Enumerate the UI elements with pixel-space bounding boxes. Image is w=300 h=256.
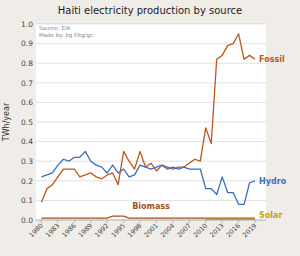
series-label: Biomass xyxy=(132,202,170,211)
series-line xyxy=(41,151,255,204)
x-tick xyxy=(74,220,75,223)
y-tick-label: 0.1 xyxy=(21,196,33,205)
series-line xyxy=(41,34,255,203)
x-tick xyxy=(90,220,91,223)
x-tick xyxy=(156,220,157,223)
x-tick xyxy=(140,220,141,223)
y-tick-label: 0.5 xyxy=(21,118,33,127)
x-tick xyxy=(205,220,206,223)
x-tick xyxy=(189,220,190,223)
x-tick-label: 2013 xyxy=(208,222,225,239)
x-tick-label: 1992 xyxy=(93,222,110,239)
x-tick xyxy=(41,220,42,223)
x-tick-label: 2019 xyxy=(241,222,258,239)
x-tick xyxy=(123,220,124,223)
y-axis-label: TWh/year xyxy=(2,102,11,142)
series-label: Fossil xyxy=(259,55,285,64)
grid-line xyxy=(36,220,266,221)
y-tick-label: 0.8 xyxy=(21,59,33,68)
grid-line xyxy=(36,63,266,64)
chart: Haiti electricity production by source TW… xyxy=(0,0,300,256)
x-tick-label: 2016 xyxy=(225,222,242,239)
y-tick-label: 0.2 xyxy=(21,177,33,186)
y-tick-label: 0.3 xyxy=(21,157,33,166)
plot-area xyxy=(36,24,266,220)
y-tick-label: 0.7 xyxy=(21,79,33,88)
y-tick-label: 0.4 xyxy=(21,137,33,146)
x-tick-label: 2010 xyxy=(192,222,209,239)
grid-line xyxy=(36,161,266,162)
x-tick xyxy=(222,220,223,223)
y-tick-label: 0.0 xyxy=(21,216,33,225)
y-tick-label: 0.9 xyxy=(21,39,33,48)
x-tick xyxy=(238,220,239,223)
series-line xyxy=(41,216,255,218)
x-tick-label: 1989 xyxy=(77,222,94,239)
x-tick-label: 2004 xyxy=(159,222,176,239)
x-tick-label: 2001 xyxy=(143,222,160,239)
x-tick xyxy=(57,220,58,223)
x-tick-label: 1998 xyxy=(126,222,143,239)
grid-line xyxy=(36,122,266,123)
lines xyxy=(41,34,255,220)
x-tick-label: 1983 xyxy=(44,222,61,239)
grid-line xyxy=(36,180,266,181)
grid-line xyxy=(36,102,266,103)
annotation: Source: EIAMade by: kg f/kg/gc xyxy=(39,25,93,39)
series-label: Solar xyxy=(259,211,282,220)
x-axis-line xyxy=(36,220,266,221)
x-tick-label: 1980 xyxy=(28,222,45,239)
grid-line xyxy=(36,82,266,83)
x-tick xyxy=(172,220,173,223)
x-tick xyxy=(255,220,256,223)
annotation-line: Source: EIA xyxy=(39,25,71,31)
y-tick-label: 0.6 xyxy=(21,98,33,107)
series-label: Hydro xyxy=(259,177,287,186)
x-tick-label: 2007 xyxy=(175,222,192,239)
grid-line xyxy=(36,200,266,201)
x-tick-label: 1986 xyxy=(60,222,77,239)
y-tick-label: 1.0 xyxy=(21,20,33,29)
title: Haiti electricity production by source xyxy=(58,5,243,16)
series-line xyxy=(206,219,255,220)
grid-line xyxy=(36,141,266,142)
x-tick-label: 1995 xyxy=(110,222,127,239)
grid-line xyxy=(36,24,266,25)
x-tick xyxy=(107,220,108,223)
annotation-line: Made by: kg f/kg/gc xyxy=(39,32,93,39)
